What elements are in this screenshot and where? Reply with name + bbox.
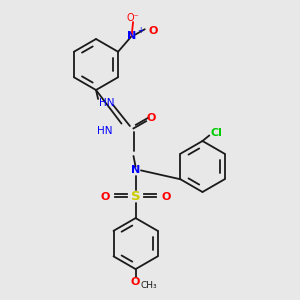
Text: O: O [100, 191, 110, 202]
Text: O: O [148, 26, 158, 36]
Text: O⁻: O⁻ [127, 13, 140, 22]
Text: HN: HN [99, 98, 114, 108]
Text: CH₃: CH₃ [141, 281, 158, 290]
Text: +: + [137, 26, 143, 35]
Text: HN: HN [97, 125, 112, 136]
Text: N: N [127, 31, 136, 41]
Text: O: O [131, 277, 140, 287]
Text: S: S [131, 190, 140, 203]
Text: O: O [161, 191, 171, 202]
Text: N: N [131, 165, 140, 176]
Text: Cl: Cl [210, 128, 222, 138]
Text: O: O [147, 112, 156, 123]
